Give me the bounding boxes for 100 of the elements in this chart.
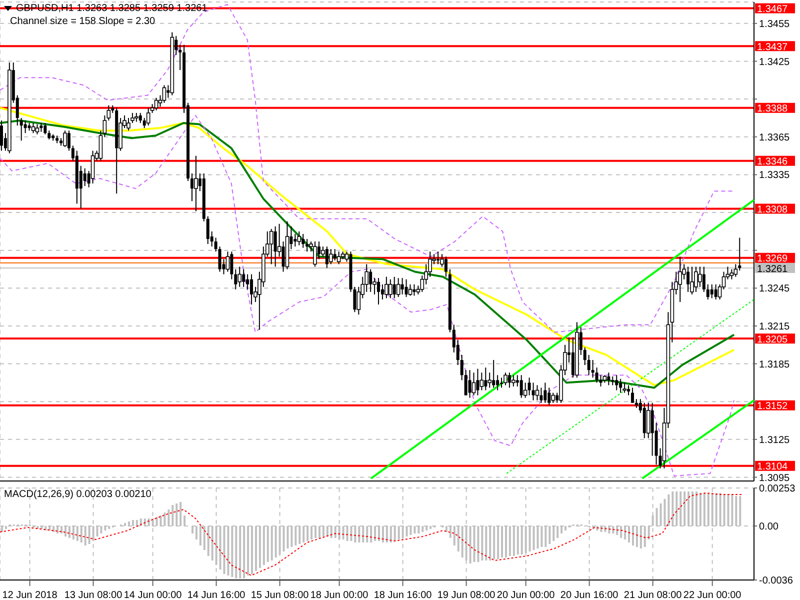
candlestick <box>544 382 547 404</box>
ref-line-label: 1.3467 <box>757 4 788 16</box>
y-tick-label: -0.0036 <box>759 576 794 587</box>
y-tick-label: 1.3245 <box>759 284 790 295</box>
candlestick <box>714 284 718 300</box>
candlestick <box>607 372 610 386</box>
candlestick <box>90 150 95 184</box>
candlestick <box>44 122 47 135</box>
candlestick <box>24 120 27 134</box>
candlestick <box>234 268 238 290</box>
candlestick <box>31 122 36 134</box>
y-tick-label: 1.3215 <box>759 322 790 333</box>
candlestick <box>678 256 682 303</box>
candlestick <box>484 367 488 391</box>
candlestick <box>214 237 218 252</box>
candlestick <box>528 377 531 396</box>
candlestick <box>63 130 67 148</box>
ref-line-label: 1.3152 <box>757 401 788 412</box>
ref-line-label: 1.3261 <box>757 264 788 275</box>
candlestick <box>306 238 309 252</box>
line-series <box>0 4 735 333</box>
candlestick <box>615 374 618 391</box>
x-tick-label: 20 Jun 16:00 <box>560 590 619 600</box>
x-tick-label: 14 Jun 16:00 <box>187 590 246 600</box>
candlestick <box>622 382 626 394</box>
ref-line-label: 1.3388 <box>757 104 788 115</box>
candlestick <box>194 155 198 212</box>
candlestick <box>587 354 590 376</box>
candlestick <box>328 248 333 265</box>
x-tick-label: 13 Jun 08:00 <box>64 590 123 600</box>
candlestick <box>178 44 182 71</box>
y-tick-label: 1.3095 <box>759 472 790 484</box>
candlestick <box>353 286 356 313</box>
candlestick <box>476 368 480 396</box>
x-tick-label: 15 Jun 08:00 <box>250 590 310 600</box>
candlestick <box>488 372 492 388</box>
candlestick <box>206 216 210 245</box>
candlestick <box>595 367 598 384</box>
candlestick <box>412 284 416 296</box>
candlestick <box>250 274 254 306</box>
candlestick <box>218 246 222 272</box>
x-tick-label: 19 Jun 08:00 <box>437 590 496 600</box>
candlestick <box>67 130 70 152</box>
candlestick <box>297 230 302 246</box>
candlestick <box>496 374 500 391</box>
candlestick <box>392 276 396 299</box>
candlestick <box>404 278 408 298</box>
y-tick-label: 1.3335 <box>759 170 790 182</box>
ref-line-label: 1.3104 <box>757 462 788 473</box>
y-tick-label: 1.3425 <box>759 56 790 68</box>
candlestick <box>460 354 464 381</box>
candlestick <box>126 117 130 132</box>
ref-line-label: 1.3269 <box>757 254 788 265</box>
candlestick <box>540 387 543 404</box>
candlestick <box>694 266 698 292</box>
candlestick <box>548 387 551 406</box>
candlestick <box>583 346 586 366</box>
candlestick <box>384 276 388 299</box>
candlestick <box>500 377 504 388</box>
y-tick-label: 1.3455 <box>759 18 790 30</box>
candlestick <box>162 84 166 104</box>
x-tick-label: 20 Jun 00:00 <box>496 590 556 600</box>
x-tick-label: 21 Jun 08:00 <box>624 590 682 600</box>
candlestick <box>333 248 336 261</box>
x-tick-label: 12 Jun 2018 <box>2 590 58 600</box>
ref-line-label: 1.3308 <box>757 204 788 216</box>
candlestick <box>619 378 622 394</box>
x-tick-label: 14 Jun 00:00 <box>124 590 182 600</box>
chart-title: MACD(12,26,9) 0.00203 0.00210 <box>4 488 152 501</box>
candlestick <box>702 266 706 292</box>
candlestick <box>408 284 412 296</box>
candlestick <box>706 284 710 300</box>
candlestick <box>154 97 158 111</box>
candlestick <box>690 266 694 295</box>
candlestick <box>138 112 142 124</box>
candlestick <box>226 251 230 272</box>
candlestick <box>35 124 40 135</box>
candlestick <box>400 278 404 295</box>
text: Channel size = 158 Slope = 2.30 <box>9 15 156 28</box>
ref-line-label: 1.3205 <box>757 334 788 346</box>
candlestick <box>388 278 392 299</box>
candlestick <box>238 266 242 288</box>
candlestick <box>591 359 594 378</box>
candlestick <box>83 168 86 187</box>
x-tick-label: 18 Jun 00:00 <box>310 590 369 600</box>
candlestick <box>472 372 476 396</box>
candlestick <box>468 370 472 398</box>
candlestick <box>504 372 508 386</box>
candlestick <box>444 256 448 278</box>
candlestick <box>274 226 277 268</box>
candlestick <box>294 233 297 248</box>
candlestick <box>396 278 400 298</box>
y-tick-label: 0.00 <box>759 522 779 533</box>
candlestick <box>523 382 528 398</box>
candlestick <box>630 387 634 404</box>
candlestick <box>512 374 516 387</box>
candlestick <box>551 392 556 404</box>
candlestick <box>230 251 234 280</box>
y-tick-label: 1.3365 <box>759 132 790 144</box>
candlestick <box>269 228 274 265</box>
